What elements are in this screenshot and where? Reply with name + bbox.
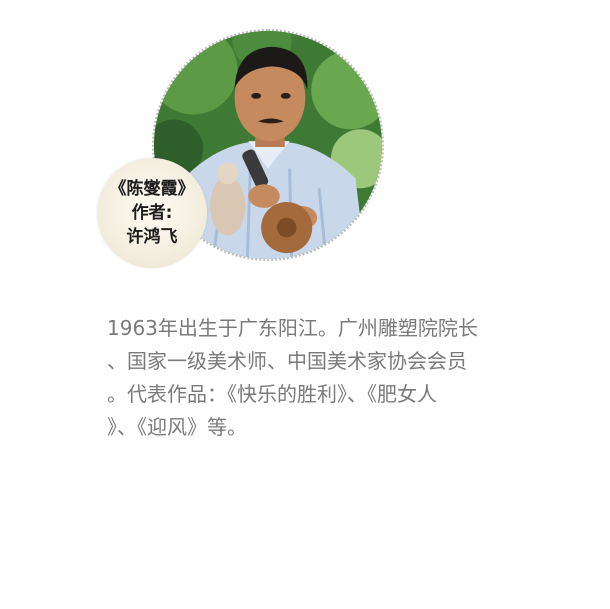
author-name: 许鸿飞 [126,227,178,247]
bio-line: 、国家一级美术师、中国美术家协会会员 [107,349,467,373]
author-biography: 1963年出生于广东阳江。广州雕塑院院长 、国家一级美术师、中国美术家协会会员 … [107,312,552,444]
bio-line: 。代表作品：《快乐的胜利》、《肥女人 [107,382,437,406]
bio-line: 1963年出生于广东阳江。广州雕塑院院长 [107,316,478,340]
artwork-caption-badge: 《陈燮霞》 作者: 许鸿飞 [97,158,207,268]
bio-line: 》、《迎风》等。 [107,415,247,439]
author-label: 作者: [131,203,173,223]
artwork-title: 《陈燮霞》 [109,179,195,199]
